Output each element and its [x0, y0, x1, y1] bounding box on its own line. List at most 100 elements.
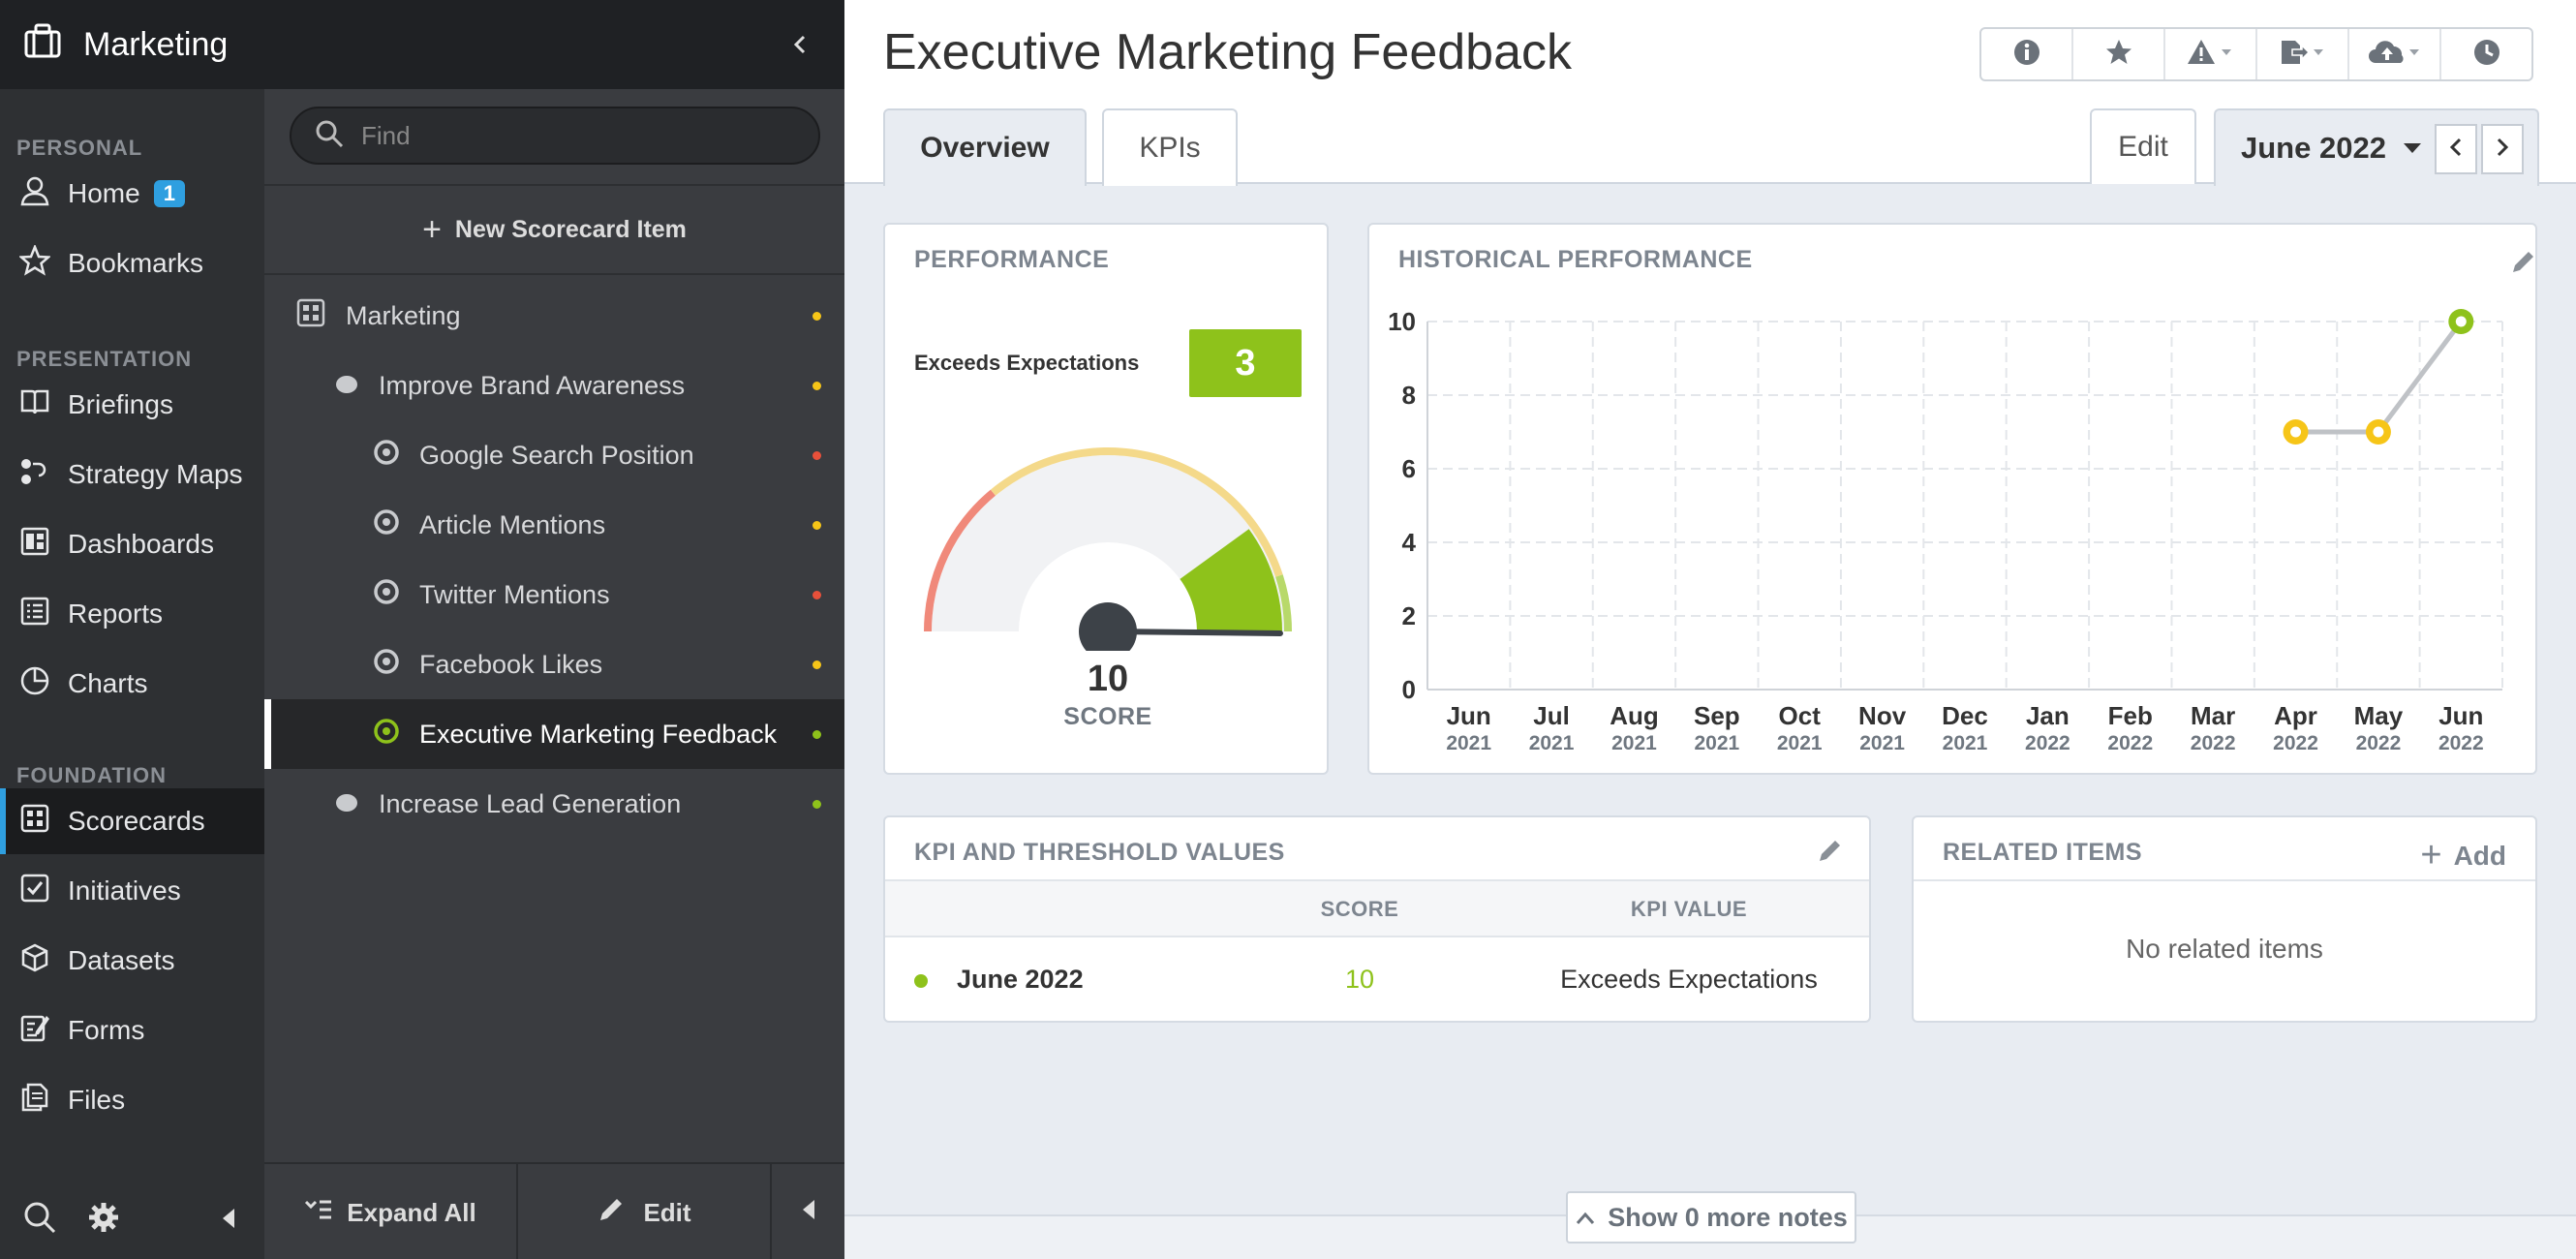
app-brand[interactable]: Marketing: [23, 23, 228, 67]
nav-item-charts[interactable]: Charts: [0, 651, 264, 717]
tree-item[interactable]: Improve Brand Awareness: [264, 351, 844, 420]
nav-item-initiatives[interactable]: Initiatives: [0, 858, 264, 924]
chevron-right-icon: [2493, 136, 2512, 164]
alert-icon: [2187, 38, 2235, 72]
x-tick-year: 2022: [2025, 732, 2070, 754]
x-tick-month: Apr: [2274, 701, 2317, 730]
expand-all-label: Expand All: [347, 1197, 476, 1227]
export-menu-button[interactable]: [2257, 29, 2349, 79]
page-title: Executive Marketing Feedback: [883, 24, 1573, 80]
new-scorecard-item-button[interactable]: + New Scorecard Item: [264, 184, 844, 275]
nav-item-home[interactable]: Home 1: [0, 161, 264, 227]
x-tick-month: Sep: [1694, 701, 1740, 730]
expand-all-button[interactable]: Expand All: [264, 1164, 518, 1259]
performance-score-box: 3: [1189, 329, 1302, 397]
tree-item-label: Increase Lead Generation: [379, 788, 682, 818]
performance-title: PERFORMANCE: [914, 246, 1110, 273]
data-point-center: [2373, 426, 2384, 438]
nav-item-strategy-maps[interactable]: Strategy Maps: [0, 442, 264, 507]
x-tick-month: Aug: [1610, 701, 1659, 730]
nav-item-reports[interactable]: Reports: [0, 581, 264, 647]
tree-item-label: Marketing: [346, 300, 461, 330]
alert-menu-button[interactable]: [2165, 29, 2257, 79]
history-icon: [2472, 38, 2501, 72]
plus-icon: +: [422, 210, 442, 248]
bookmark-button[interactable]: [2073, 29, 2165, 79]
nav-item-label: Files: [68, 1085, 126, 1115]
search-icon: [315, 119, 344, 153]
collapse-panel-icon[interactable]: [784, 29, 815, 60]
status-dot: [813, 312, 821, 321]
pie-chart-icon: [19, 665, 68, 703]
status-dot: [813, 800, 821, 809]
tab-overview[interactable]: Overview: [883, 108, 1087, 186]
tree-edit-button[interactable]: Edit: [518, 1164, 772, 1259]
kpi-icon: [373, 508, 400, 542]
x-tick-month: Dec: [1942, 701, 1988, 730]
files-icon: [19, 1082, 68, 1120]
nav-item-files[interactable]: Files: [0, 1067, 264, 1133]
find-input[interactable]: [361, 120, 807, 151]
app-title: Marketing: [83, 25, 229, 63]
series-line-segment: [2376, 320, 2464, 434]
kpi-table-header: [885, 879, 1869, 937]
nav-section-heading: FOUNDATION: [16, 763, 168, 787]
show-more-notes-button[interactable]: Show 0 more notes: [1566, 1191, 1856, 1244]
previous-period-button[interactable]: [2435, 124, 2477, 174]
tree-item[interactable]: Increase Lead Generation: [264, 769, 844, 839]
tree-item[interactable]: Article Mentions: [264, 490, 844, 560]
x-tick-month: Jan: [2026, 701, 2070, 730]
x-tick-month: Mar: [2191, 701, 2235, 730]
tree-item[interactable]: Marketing: [264, 281, 844, 351]
y-tick-label: 4: [1402, 528, 1417, 557]
settings-gear-icon[interactable]: [87, 1201, 120, 1239]
gauge-needle-pivot: [1079, 602, 1137, 651]
collapse-tree-button[interactable]: [772, 1164, 844, 1259]
tree-edit-label: Edit: [643, 1197, 691, 1227]
gauge-high-band: [1275, 574, 1292, 631]
add-related-item-button[interactable]: + Add: [2420, 835, 2506, 876]
nav-item-label: Scorecards: [68, 806, 205, 836]
find-search-box[interactable]: [290, 107, 820, 165]
left-nav: PERSONAL Home 1 Bookmarks PRESENTATION Briefi…: [0, 0, 264, 1259]
scorecard-icon: [19, 803, 68, 841]
status-dot: [813, 660, 821, 669]
nav-item-label: Briefings: [68, 389, 173, 419]
x-tick-year: 2021: [1694, 732, 1739, 754]
x-tick-year: 2022: [2356, 732, 2402, 754]
search-icon[interactable]: [23, 1201, 56, 1239]
kpi-edit-pencil-icon[interactable]: [1817, 837, 1844, 869]
tree-item[interactable]: Twitter Mentions: [264, 560, 844, 630]
related-items-card: RELATED ITEMS + Add No related items: [1912, 815, 2537, 1023]
page-edit-button[interactable]: Edit: [2090, 108, 2196, 184]
table-row[interactable]: June 2022 10 Exceeds Expectations: [885, 937, 1869, 1021]
app-header: Marketing: [0, 0, 844, 89]
x-tick-month: Nov: [1858, 701, 1907, 730]
period-selector[interactable]: June 2022: [2214, 108, 2539, 186]
cube-icon: [19, 942, 68, 980]
scorecard-icon: [295, 297, 326, 335]
related-items-title: RELATED ITEMS: [1943, 839, 2143, 866]
nav-item-bookmarks[interactable]: Bookmarks: [0, 230, 264, 296]
nav-section-heading: PERSONAL: [16, 136, 143, 160]
data-point-center: [2455, 316, 2467, 327]
tab-kpis[interactable]: KPIs: [1102, 108, 1238, 186]
next-period-button[interactable]: [2481, 124, 2524, 174]
pencil-icon: [597, 1195, 626, 1231]
collapse-nav-icon[interactable]: [219, 1207, 238, 1235]
nav-item-briefings[interactable]: Briefings: [0, 372, 264, 438]
tree-item[interactable]: Executive Marketing Feedback: [264, 699, 844, 769]
info-button[interactable]: [1981, 29, 2073, 79]
cloud-upload-menu-button[interactable]: [2349, 29, 2441, 79]
export-icon: [2279, 38, 2327, 72]
nav-item-datasets[interactable]: Datasets: [0, 928, 264, 994]
nav-item-scorecards[interactable]: Scorecards: [0, 788, 264, 854]
checkbox-icon: [19, 873, 68, 910]
tree-item[interactable]: Google Search Position: [264, 420, 844, 490]
tree-item[interactable]: Facebook Likes: [264, 630, 844, 699]
y-tick-label: 10: [1388, 307, 1416, 336]
x-tick-year: 2022: [2107, 732, 2153, 754]
nav-item-dashboards[interactable]: Dashboards: [0, 511, 264, 577]
nav-item-forms[interactable]: Forms: [0, 998, 264, 1063]
history-button[interactable]: [2441, 29, 2531, 79]
